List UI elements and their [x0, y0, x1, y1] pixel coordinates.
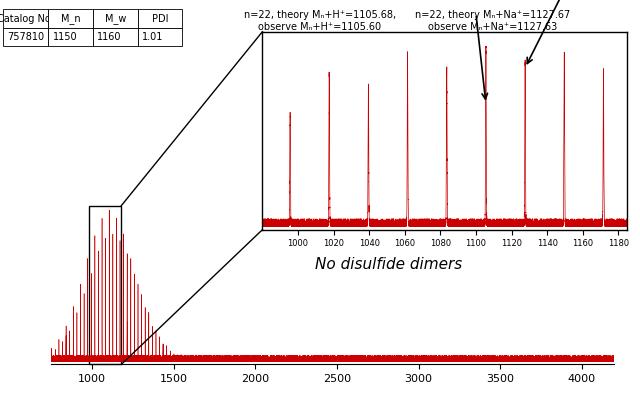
- Text: No disulfide dimers: No disulfide dimers: [316, 257, 463, 272]
- Text: n=22, theory Mₙ+H⁺=1105.68,
observe Mₙ+H⁺=1105.60: n=22, theory Mₙ+H⁺=1105.68, observe Mₙ+H…: [244, 10, 396, 32]
- Bar: [89, 206, 122, 364]
- Text: n=22, theory Mₙ+Na⁺=1127.67
observe Mₙ+Na⁺=1127.63: n=22, theory Mₙ+Na⁺=1127.67 observe Mₙ+N…: [415, 10, 570, 32]
